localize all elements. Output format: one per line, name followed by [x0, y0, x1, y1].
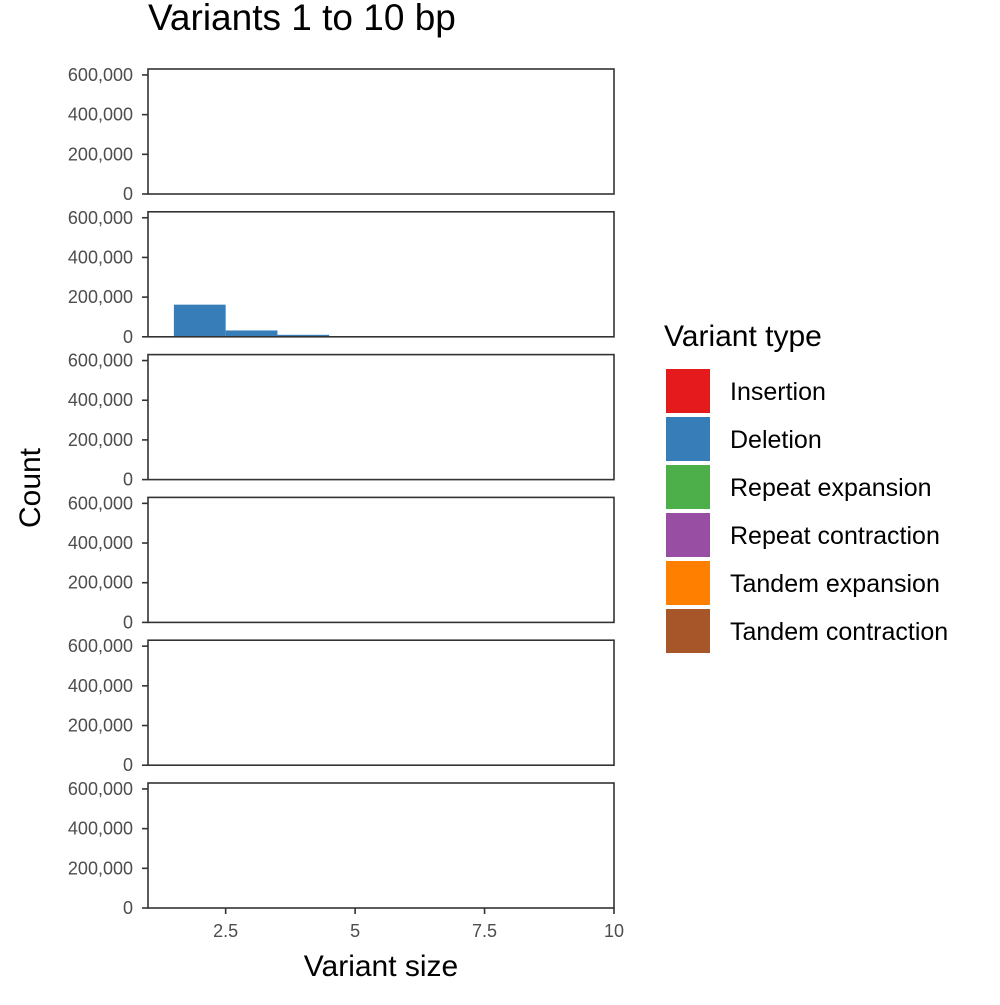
x-tick-label: 10 — [604, 921, 624, 941]
legend-item: Deletion — [664, 415, 822, 463]
panel-border — [147, 496, 615, 624]
legend-label: Tandem expansion — [730, 570, 940, 598]
panel-border — [147, 211, 615, 338]
y-tick-label: 600,000 — [68, 779, 133, 799]
legend-item: Tandem expansion — [664, 559, 940, 607]
y-tick-label: 600,000 — [68, 65, 133, 85]
facet-panel: 0 200,000 400,000 600,000 — [68, 636, 615, 775]
x-tick-label: 7.5 — [472, 921, 497, 941]
y-tick-label: 400,000 — [68, 676, 133, 696]
chart-title: Variants 1 to 10 bp — [148, 0, 456, 38]
legend: Variant type Insertion Deletion Repeat exp… — [664, 320, 948, 655]
y-tick-label: 0 — [123, 898, 133, 918]
y-tick-label: 600,000 — [68, 493, 133, 513]
legend-item: Tandem contraction — [664, 607, 948, 655]
legend-items: Insertion Deletion Repeat expansion Repeat … — [664, 367, 948, 655]
y-tick-label: 200,000 — [68, 573, 133, 593]
y-tick-label: 200,000 — [68, 858, 133, 878]
x-axis: 2.5 5 7.5 10 — [213, 908, 624, 941]
y-tick-label: 400,000 — [68, 390, 133, 410]
histogram-bar — [173, 304, 226, 337]
y-tick-label: 0 — [123, 327, 133, 347]
y-tick-label: 0 — [123, 184, 133, 204]
y-tick-label: 400,000 — [68, 247, 133, 267]
x-tick-label: 2.5 — [213, 921, 238, 941]
legend-label: Tandem contraction — [730, 618, 948, 646]
panel-border — [147, 639, 615, 767]
y-tick-label: 600,000 — [68, 351, 133, 371]
panel-border — [147, 353, 615, 481]
facets: 0 200,000 400,000 600,000 0 200,000 400,000 600… — [68, 65, 615, 918]
facet-panel: 0 200,000 400,000 600,000 — [68, 208, 615, 347]
x-tick-label: 5 — [350, 921, 360, 941]
y-axis-title: Count — [14, 447, 47, 528]
y-tick-label: 400,000 — [68, 105, 133, 125]
facet-panel: 0 200,000 400,000 600,000 — [68, 779, 615, 918]
legend-label: Insertion — [730, 378, 826, 406]
legend-item: Repeat contraction — [664, 511, 940, 559]
legend-key — [664, 511, 712, 559]
legend-label: Repeat contraction — [730, 522, 940, 550]
y-tick-label: 0 — [123, 755, 133, 775]
legend-title: Variant type — [664, 320, 822, 353]
x-axis-title: Variant size — [304, 950, 459, 983]
y-tick-label: 400,000 — [68, 819, 133, 839]
facet-panel: 0 200,000 400,000 600,000 — [68, 351, 615, 490]
panel-border — [147, 782, 615, 909]
legend-key — [664, 607, 712, 655]
y-tick-label: 200,000 — [68, 144, 133, 164]
histogram-bar — [277, 334, 330, 337]
legend-label: Repeat expansion — [730, 474, 932, 502]
legend-key — [664, 367, 712, 415]
y-tick-label: 200,000 — [68, 287, 133, 307]
facet-panel: 0 200,000 400,000 600,000 — [68, 493, 615, 632]
y-tick-label: 0 — [123, 470, 133, 490]
y-tick-label: 400,000 — [68, 533, 133, 553]
legend-label: Deletion — [730, 426, 822, 454]
y-tick-label: 200,000 — [68, 430, 133, 450]
legend-item: Repeat expansion — [664, 463, 932, 511]
legend-item: Insertion — [664, 367, 826, 415]
facet-panel: 0 200,000 400,000 600,000 — [68, 65, 615, 204]
legend-key — [664, 463, 712, 511]
y-tick-label: 200,000 — [68, 716, 133, 736]
panel-border — [147, 68, 615, 195]
legend-key — [664, 559, 712, 607]
histogram-bar — [225, 330, 278, 337]
y-tick-label: 600,000 — [68, 208, 133, 228]
legend-key — [664, 415, 712, 463]
y-tick-label: 0 — [123, 612, 133, 632]
y-tick-label: 600,000 — [68, 636, 133, 656]
